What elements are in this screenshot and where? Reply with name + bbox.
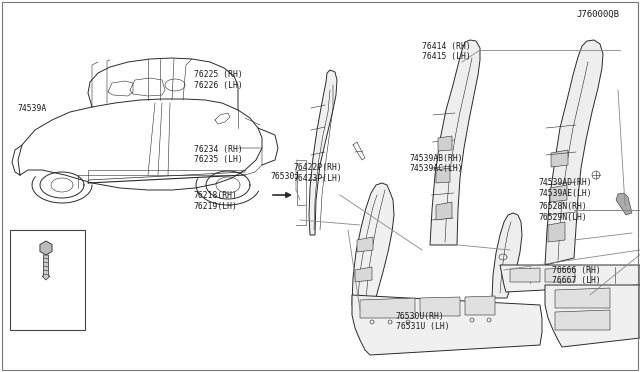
Polygon shape bbox=[438, 136, 452, 151]
Polygon shape bbox=[510, 268, 540, 282]
Polygon shape bbox=[465, 296, 495, 315]
Polygon shape bbox=[357, 237, 373, 252]
Polygon shape bbox=[550, 185, 567, 202]
Text: 76414 (RH)
76415 (LH): 76414 (RH) 76415 (LH) bbox=[422, 42, 471, 61]
Text: 76234 (RH)
76235 (LH): 76234 (RH) 76235 (LH) bbox=[194, 145, 243, 164]
Polygon shape bbox=[352, 295, 542, 355]
Text: J76000QB: J76000QB bbox=[577, 10, 620, 19]
Polygon shape bbox=[545, 40, 603, 265]
Text: 76528N(RH)
76529N(LH): 76528N(RH) 76529N(LH) bbox=[539, 202, 588, 222]
Polygon shape bbox=[555, 310, 610, 330]
Polygon shape bbox=[545, 285, 640, 347]
Text: 76218(RH)
76219(LH): 76218(RH) 76219(LH) bbox=[194, 191, 238, 211]
Polygon shape bbox=[548, 222, 565, 242]
Polygon shape bbox=[492, 213, 522, 298]
Text: 74539A: 74539A bbox=[18, 105, 47, 113]
Polygon shape bbox=[430, 40, 480, 245]
Text: 76225 (RH)
76226 (LH): 76225 (RH) 76226 (LH) bbox=[194, 70, 243, 90]
Polygon shape bbox=[420, 297, 460, 316]
Polygon shape bbox=[555, 288, 610, 308]
Text: 76530U(RH)
76531U (LH): 76530U(RH) 76531U (LH) bbox=[396, 312, 449, 331]
Polygon shape bbox=[616, 193, 632, 215]
Polygon shape bbox=[500, 265, 640, 292]
Polygon shape bbox=[360, 298, 415, 318]
Text: 76666 (RH)
76667 (LH): 76666 (RH) 76667 (LH) bbox=[552, 266, 600, 285]
Bar bbox=[10, 230, 85, 330]
Polygon shape bbox=[355, 267, 372, 282]
Polygon shape bbox=[40, 241, 52, 255]
Polygon shape bbox=[352, 183, 394, 305]
Polygon shape bbox=[551, 150, 568, 167]
Polygon shape bbox=[309, 70, 337, 235]
Polygon shape bbox=[545, 268, 575, 282]
Text: 76530J: 76530J bbox=[270, 172, 300, 181]
Text: 76422P(RH)
76423P(LH): 76422P(RH) 76423P(LH) bbox=[293, 163, 342, 183]
Text: 74539AD(RH)
74539AE(LH): 74539AD(RH) 74539AE(LH) bbox=[539, 178, 593, 198]
Text: 74539AB(RH)
74539AC(LH): 74539AB(RH) 74539AC(LH) bbox=[410, 154, 463, 173]
Polygon shape bbox=[42, 255, 50, 280]
Polygon shape bbox=[436, 168, 450, 183]
Polygon shape bbox=[436, 202, 452, 220]
